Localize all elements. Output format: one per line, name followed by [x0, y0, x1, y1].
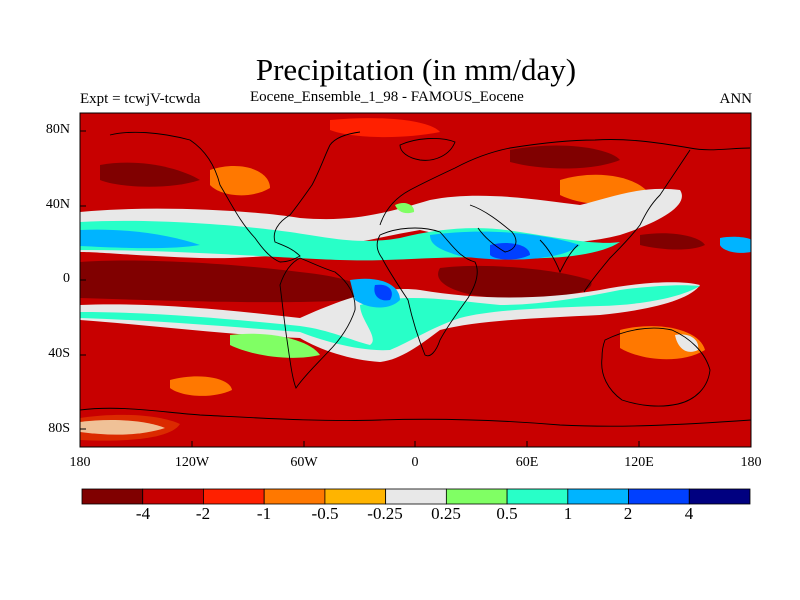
lon-label-60w: 60W — [290, 455, 318, 470]
tick-marks — [79, 130, 752, 447]
colorbar-swatch — [445, 488, 508, 505]
colorbar-label: 4 — [684, 504, 694, 523]
orange-patch-3 — [620, 326, 705, 360]
colorbar-swatch — [324, 488, 387, 505]
lon-label-120e: 120E — [624, 455, 654, 470]
pacific-dry-patch — [640, 233, 705, 250]
colorbar-swatch — [203, 488, 265, 505]
indian-dry-band — [438, 265, 592, 299]
colorbar-swatch — [142, 488, 204, 505]
lat-label-80n: 80N — [45, 122, 70, 137]
australia-coast — [601, 327, 711, 407]
colorbar — [81, 488, 751, 505]
orange-patch-1 — [210, 166, 270, 196]
colorbar-swatch — [628, 488, 690, 505]
colorbar-label: 2 — [623, 504, 633, 523]
antarctic-white — [80, 420, 165, 435]
colorbar-label: -2 — [195, 504, 211, 523]
colorbar-label: -1 — [256, 504, 272, 523]
experiment-label: Expt = tcwjV-tcwda — [80, 91, 201, 107]
india-coast — [539, 239, 579, 274]
australia-white — [675, 334, 699, 352]
colorbar-label: -0.25 — [367, 504, 403, 523]
lat-label-40n: 40N — [45, 197, 70, 212]
colorbar-label: 1 — [563, 504, 573, 523]
lon-label-180e: 180 — [740, 455, 762, 470]
north-lightblue-band — [80, 229, 200, 249]
south-cyan-band — [80, 285, 700, 351]
map-field — [80, 113, 751, 447]
tropical-dry-band — [80, 260, 364, 303]
south-america-coast — [279, 257, 356, 389]
arabia-coast — [469, 204, 517, 253]
pacific-blue — [720, 236, 751, 253]
europe-asia-coast — [379, 139, 751, 226]
colorbar-swatch — [385, 488, 447, 505]
antarctica-coast — [80, 407, 751, 427]
colorbar-swatch — [688, 488, 751, 505]
colorbar-swatch — [506, 488, 569, 505]
lon-label-120w: 120W — [174, 455, 210, 470]
greenland-coast — [399, 138, 456, 161]
ensemble-label: Eocene_Ensemble_1_98 - FAMOUS_Eocene — [250, 89, 524, 105]
lon-label-180w: 180 — [69, 455, 91, 470]
coastlines — [80, 131, 751, 427]
lon-label-0: 0 — [411, 455, 419, 470]
colorbar-label: -4 — [135, 504, 151, 523]
colorbar-label: 0.25 — [431, 504, 461, 523]
north-america-coast — [109, 131, 361, 263]
lat-label-40s: 40S — [48, 346, 70, 361]
north-dry-patch — [100, 162, 200, 187]
colorbar-swatch — [263, 488, 326, 505]
lon-label-60e: 60E — [515, 455, 539, 470]
south-darkblue-patch — [374, 284, 392, 301]
colorbar-label: 0.5 — [496, 504, 518, 523]
orange-patch-4 — [170, 376, 232, 396]
colorbar-swatch — [81, 488, 144, 505]
season-label: ANN — [719, 91, 753, 107]
asia-east-coast — [583, 149, 691, 293]
lat-label-80s: 80S — [48, 421, 70, 436]
north-green-patch — [395, 202, 415, 214]
antarctic-orange — [80, 414, 180, 441]
colorbar-swatch — [567, 488, 629, 505]
south-green-patch — [230, 333, 320, 358]
africa-coast — [376, 227, 478, 357]
asia-dry-patch — [510, 145, 620, 169]
arabia-darkblue — [490, 243, 530, 260]
lat-label-0: 0 — [63, 271, 70, 286]
colorbar-label: -0.5 — [311, 504, 339, 523]
plot-title: Precipitation (in mm/day) — [255, 52, 577, 87]
